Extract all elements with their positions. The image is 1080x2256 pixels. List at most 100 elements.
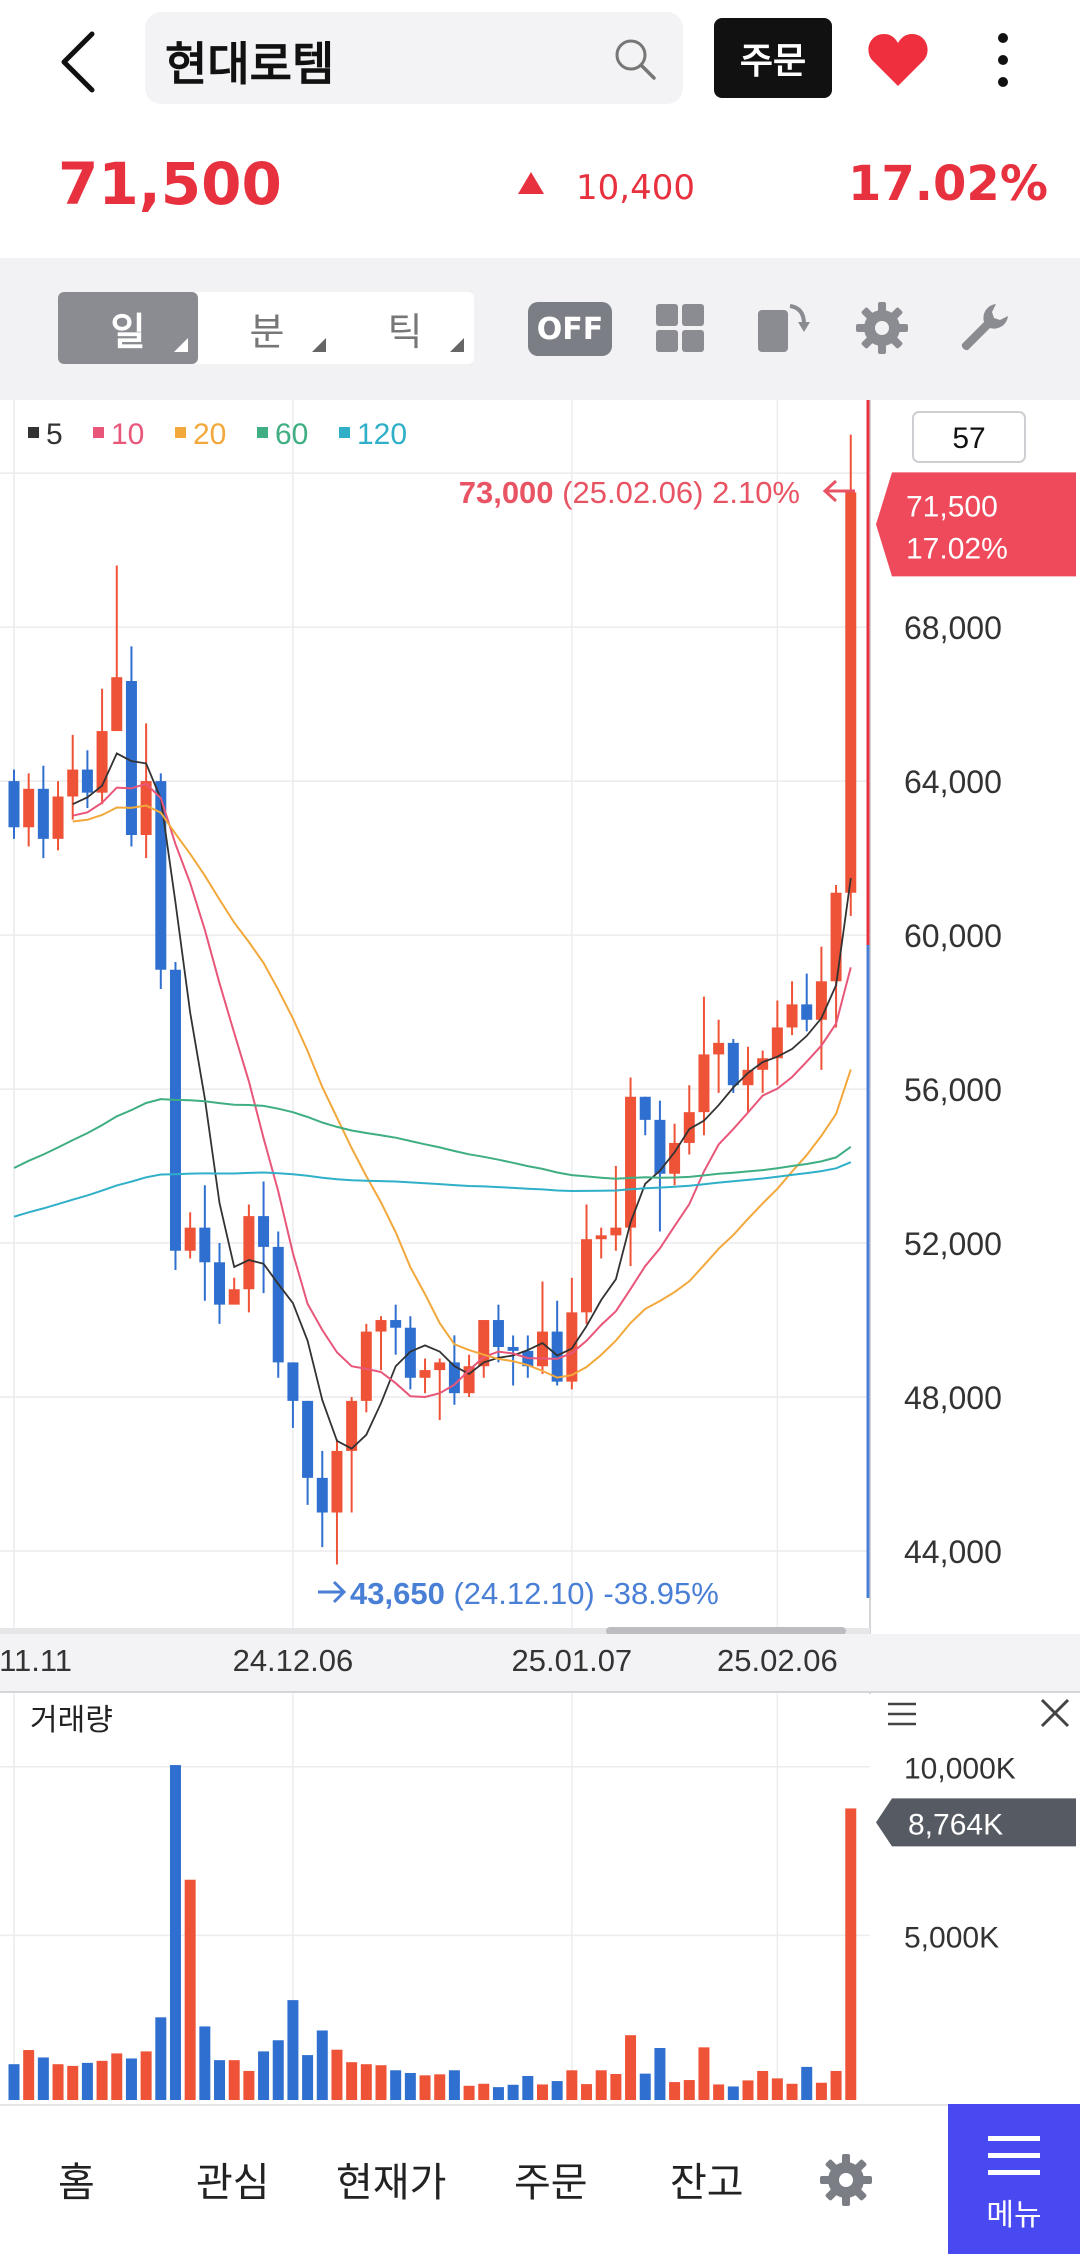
x-tick-label: 25.01.07 xyxy=(512,1643,633,1678)
volume-bar xyxy=(96,2060,108,2100)
grid-layout-icon[interactable] xyxy=(652,300,708,356)
gear-icon[interactable] xyxy=(854,300,910,356)
volume-bar xyxy=(404,2072,416,2100)
volume-bar xyxy=(302,2055,314,2100)
volume-bar xyxy=(375,2065,387,2100)
chart-overlay: 5 10 20 60 120 57 73,000 (25.02.06) 2.10% 43,65… xyxy=(0,400,1080,1693)
ma-line-10 xyxy=(72,782,852,1399)
candle-body xyxy=(184,1227,196,1251)
volume-bar xyxy=(566,2070,578,2100)
period-selector: 일 분 틱 xyxy=(58,292,474,364)
candle-count-box[interactable] xyxy=(912,411,1026,463)
volume-bar xyxy=(52,2064,64,2100)
ma-line-20 xyxy=(72,804,852,1379)
ma-line-60 xyxy=(13,1098,852,1180)
volume-bar xyxy=(228,2060,240,2100)
more-icon[interactable] xyxy=(990,30,1016,90)
x-tick-label: 24.12.06 xyxy=(233,1643,354,1678)
volume-bar xyxy=(81,2062,93,2100)
high-value: 73,000 xyxy=(459,475,562,510)
volume-bar xyxy=(742,2080,754,2100)
volume-bar xyxy=(845,1808,857,2100)
time-scroll-thumb[interactable] xyxy=(606,1627,846,1635)
menu-label: 메뉴 xyxy=(986,2198,1042,2233)
nav-order[interactable]: 주문 xyxy=(514,2160,588,2206)
candle-body xyxy=(757,1058,769,1070)
candle-body xyxy=(698,1054,710,1113)
stock-name[interactable]: 현대로템 xyxy=(165,37,335,91)
search-icon[interactable] xyxy=(612,36,658,82)
back-icon[interactable] xyxy=(50,22,110,102)
nav-current-price[interactable]: 현재가 xyxy=(336,2160,447,2206)
current-price-badge xyxy=(876,472,1076,577)
period-day-tab[interactable]: 일 xyxy=(58,292,198,364)
candle-body xyxy=(52,796,64,839)
period-minute-tab[interactable]: 분 xyxy=(198,292,336,364)
legend-swatch-20 xyxy=(175,427,186,438)
settings-gear-icon[interactable] xyxy=(818,2152,874,2208)
volume-bar xyxy=(639,2073,651,2100)
volume-y-tick-label: 5,000K xyxy=(904,1921,999,1954)
period-tick-label: 틱 xyxy=(387,309,423,354)
order-button[interactable]: 주문 xyxy=(714,18,832,98)
current-volume-badge-value: 8,764K xyxy=(908,1808,1003,1841)
volume-bar xyxy=(551,2081,563,2100)
current-volume-badge xyxy=(876,1798,1076,1847)
candle-body xyxy=(771,1027,783,1059)
indicator-off-toggle[interactable]: OFF xyxy=(528,302,612,356)
y-tick-label: 48,000 xyxy=(904,1380,1002,1416)
search-box[interactable] xyxy=(145,12,683,104)
nav-watchlist[interactable]: 관심 xyxy=(196,2160,270,2206)
high-arrow-icon xyxy=(822,479,855,503)
wrench-icon[interactable] xyxy=(956,300,1012,356)
rotate-screen-icon[interactable] xyxy=(754,300,810,356)
candle-body xyxy=(507,1346,519,1351)
nav-balance[interactable]: 잔고 xyxy=(670,2160,744,2206)
legend-label-10: 10 xyxy=(111,418,144,451)
candle-body xyxy=(727,1042,739,1086)
x-tick-label: 25.02.06 xyxy=(717,1643,838,1678)
stock-chart[interactable]: 68,000 64,000 60,000 56,000 52,000 48,000 44,0… xyxy=(0,400,1080,2100)
candle-body xyxy=(581,1239,593,1313)
volume-bar xyxy=(184,1879,196,2100)
legend-swatch-60 xyxy=(257,427,268,438)
volume-bar xyxy=(771,2078,783,2100)
candle-body xyxy=(610,1227,622,1236)
candle-body xyxy=(140,781,152,835)
volume-bar xyxy=(346,2062,358,2100)
legend-label-5: 5 xyxy=(46,418,63,451)
candle-body xyxy=(81,769,93,793)
volume-menu-icon[interactable] xyxy=(888,1702,916,1726)
legend-swatch-10 xyxy=(93,427,104,438)
volume-bar xyxy=(713,2084,725,2100)
x-tick-label: 24.11.11 xyxy=(0,1643,72,1678)
candle-body xyxy=(815,981,827,1020)
menu-button[interactable]: 메뉴 xyxy=(948,2104,1080,2254)
candle-body xyxy=(37,788,49,839)
nav-home[interactable]: 홈 xyxy=(58,2160,95,2206)
volume-bar xyxy=(331,2049,343,2100)
period-tick-tab[interactable]: 틱 xyxy=(336,292,474,364)
candle-body xyxy=(96,731,108,793)
candle-body xyxy=(448,1362,460,1394)
period-minute-label: 분 xyxy=(249,309,285,354)
volume-bar xyxy=(625,2035,637,2100)
volume-bar xyxy=(111,2053,123,2100)
candle-body xyxy=(155,781,167,970)
candle-body xyxy=(375,1320,387,1332)
volume-bar xyxy=(23,2050,35,2100)
volume-bar xyxy=(169,1765,181,2100)
volume-bar xyxy=(37,2057,49,2100)
period-day-label: 일 xyxy=(110,309,146,354)
current-price: 71,500 xyxy=(58,150,282,218)
candle-body xyxy=(199,1227,211,1263)
candle-body xyxy=(786,1004,798,1028)
price-change: 10,400 xyxy=(576,168,695,208)
candle-body xyxy=(536,1331,548,1367)
heart-icon[interactable] xyxy=(866,30,930,88)
volume-bar xyxy=(316,2030,328,2100)
volume-close-icon[interactable] xyxy=(1040,1698,1070,1728)
volume-bar xyxy=(287,2000,299,2100)
candle-body xyxy=(331,1450,343,1513)
candle-body xyxy=(243,1216,255,1290)
